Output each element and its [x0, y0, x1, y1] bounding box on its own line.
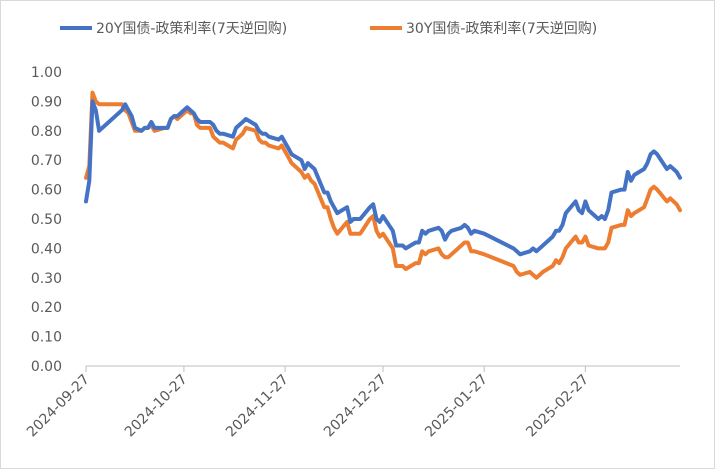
y-tick-label: 0.20: [31, 300, 62, 316]
series-line-30y: [84, 90, 682, 280]
y-tick-label: 1.00: [31, 65, 62, 81]
x-tick-label: 2025-01-27: [422, 372, 491, 441]
y-tick-label: 0.50: [31, 212, 62, 228]
x-tick-label: 2024-11-27: [223, 372, 292, 441]
y-tick-label: 0.10: [31, 330, 62, 346]
y-tick-label: 0.90: [31, 94, 62, 110]
x-tick-label: 2024-12-27: [321, 372, 390, 441]
y-tick-label: 0.30: [31, 271, 62, 287]
plot-area: [84, 90, 682, 280]
y-axis-ticks: 0.00 0.10 0.20 0.30 0.40 0.50 0.60 0.70 0.80 0.90…: [31, 65, 62, 375]
y-tick-label: 0.70: [31, 153, 62, 169]
legend-label-30y: 30Y国债-政策利率(7天逆回购): [406, 20, 597, 37]
y-tick-label: 0.60: [31, 183, 62, 199]
series-line-20y: [84, 99, 682, 257]
x-tick-label: 2024-10-27: [122, 372, 191, 441]
y-tick-label: 0.80: [31, 124, 62, 140]
legend-label-20y: 20Y国债-政策利率(7天逆回购): [96, 20, 287, 37]
legend: 20Y国债-政策利率(7天逆回购) 30Y国债-政策利率(7天逆回购): [60, 20, 597, 37]
y-tick-label: 0.40: [31, 241, 62, 257]
x-axis: 2024-09-27 2024-10-27 2024-11-27 2024-12-27…: [24, 365, 680, 441]
x-tick-label: 2025-02-27: [523, 372, 592, 441]
x-tick-label: 2024-09-27: [24, 372, 93, 441]
y-tick-label: 0.00: [31, 359, 62, 375]
